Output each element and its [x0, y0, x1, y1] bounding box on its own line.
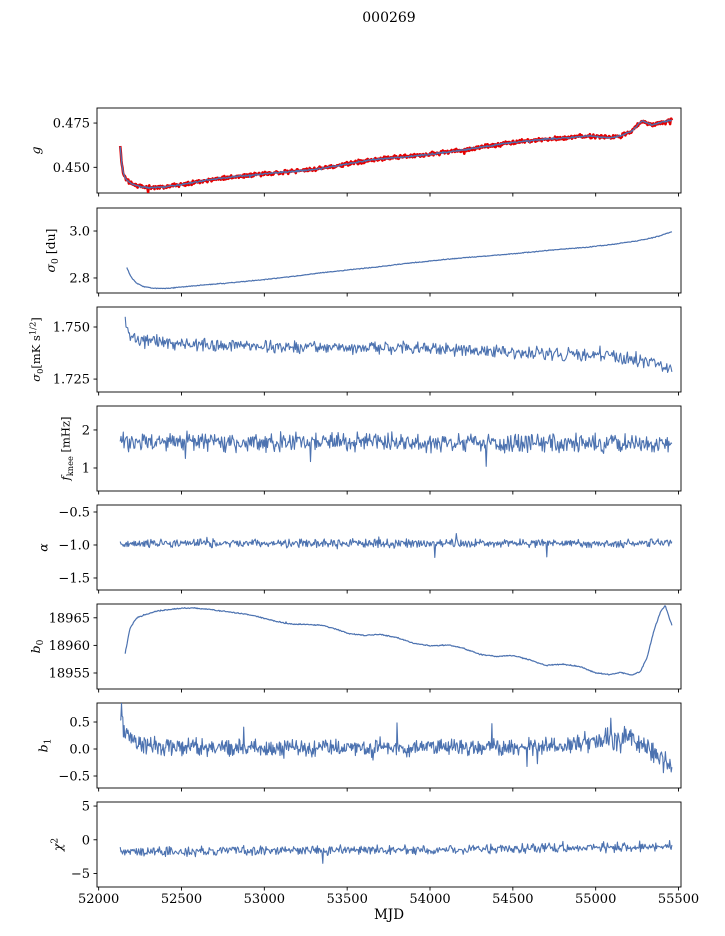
y-axis-label-sigma0-mks: σ0[mK s1/2]: [28, 317, 46, 381]
y-tick-label-sigma0-du: 3.0: [69, 225, 90, 240]
series-chi2-line: [119, 840, 673, 864]
figure-title: 000269: [362, 10, 416, 26]
y-tick-label-chi2: −5: [71, 867, 90, 882]
x-tick-label: 55500: [658, 892, 699, 907]
y-axis-label-sigma0-du: σ0 [du]: [43, 228, 61, 272]
series-alpha-line: [119, 532, 673, 559]
series-fknee-line: [119, 430, 673, 467]
series-g-line: [119, 119, 673, 189]
y-tick-label-sigma0-mks: 1.750: [53, 321, 90, 336]
y-tick-label-sigma0-du: 2.8: [69, 271, 90, 286]
series-sigma0-mks-line: [124, 316, 673, 374]
y-tick-label-b0: 18955: [49, 666, 90, 681]
x-tick-label: 53000: [244, 892, 285, 907]
y-axis-label-b0: b0: [28, 639, 46, 653]
y-axis-label-b1: b1: [35, 739, 53, 753]
panel-frame-sigma0-du: [96, 207, 682, 294]
y-tick-label-chi2: 5: [82, 800, 90, 815]
y-tick-label-b1: 0.0: [69, 743, 90, 758]
x-tick-label: 52500: [161, 892, 202, 907]
panel-frame-fknee: [96, 405, 682, 492]
y-axis-label-chi2: χ2: [50, 838, 65, 852]
panel-frame-b1: [96, 702, 682, 789]
y-tick-label-alpha: −1.0: [58, 538, 90, 553]
panel-frame-chi2: [96, 801, 682, 888]
x-tick-label: 54000: [409, 892, 450, 907]
panel-frame-alpha: [96, 504, 682, 591]
y-tick-label-g: 0.450: [53, 161, 90, 176]
y-axis-label-g: g: [28, 146, 43, 154]
x-axis-label: MJD: [373, 907, 405, 923]
x-tick-label: 52000: [78, 892, 119, 907]
y-tick-label-sigma0-mks: 1.725: [53, 373, 90, 388]
series-b1-line: [120, 703, 673, 774]
y-tick-label-alpha: −1.5: [58, 571, 90, 586]
y-tick-label-fknee: 2: [82, 423, 90, 438]
y-tick-label-b1: 0.5: [69, 716, 90, 731]
y-tick-label-b1: −0.5: [58, 770, 90, 785]
series-sigma0-du-line: [126, 231, 673, 290]
x-tick-label: 54500: [492, 892, 533, 907]
y-axis-label-fknee: fknee [mHz]: [59, 416, 75, 481]
panel-frame-g: [96, 107, 682, 194]
x-tick-label: 53500: [326, 892, 367, 907]
y-tick-label-fknee: 1: [82, 461, 90, 476]
y-tick-label-b0: 18960: [49, 639, 90, 654]
x-tick-label: 55000: [575, 892, 616, 907]
panel-frame-b0: [96, 603, 682, 690]
panel-frame-sigma0-mks: [96, 306, 682, 393]
y-axis-label-alpha: α: [35, 543, 50, 552]
series-b0-line: [124, 605, 673, 676]
y-tick-label-g: 0.475: [53, 117, 90, 132]
y-tick-label-chi2: 0: [82, 833, 90, 848]
y-tick-label-alpha: −0.5: [58, 505, 90, 520]
y-tick-label-b0: 18965: [49, 611, 90, 626]
